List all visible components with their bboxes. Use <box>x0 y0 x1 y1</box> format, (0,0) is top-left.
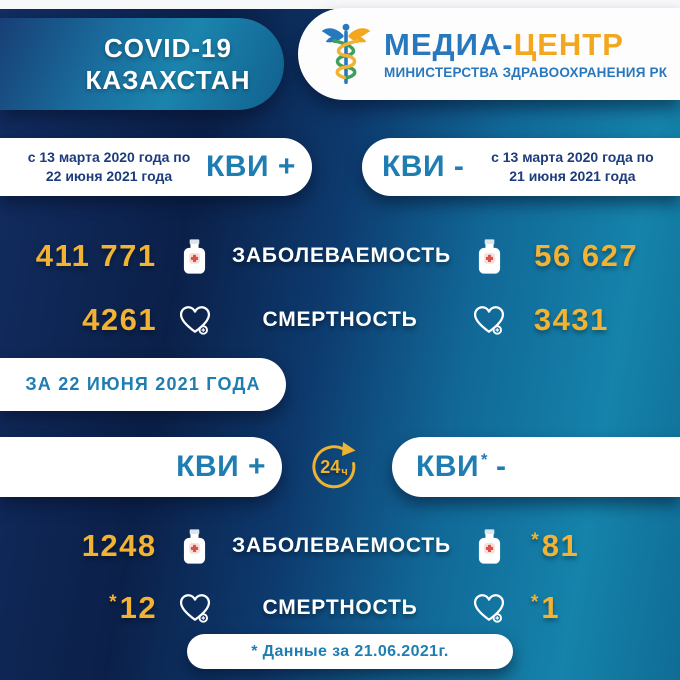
value-number: 411 771 <box>35 238 157 273</box>
medicine-bottle-icon <box>157 529 232 564</box>
daily-kvi-minus-cases-value: *81 <box>531 528 680 564</box>
24h-badge: 24 ч <box>309 442 359 492</box>
24h-number: 24 <box>320 456 341 477</box>
brand-subtitle: МИНИСТЕРСТВА ЗДРАВООХРАНЕНИЯ РК <box>384 64 668 80</box>
kvi-plus-period: с 13 марта 2020 года по 22 июня 2021 год… <box>16 148 202 186</box>
value-asterisk: * <box>531 530 539 552</box>
cumulative-kvi-plus-cases-value: 411 771 <box>0 238 157 274</box>
daily-kvi-minus-deaths-value: *1 <box>531 590 680 626</box>
kvi-plus-label: КВИ + <box>206 150 296 183</box>
stat-row-daily-deaths: *12 СМЕРТНОСТЬ *1 <box>0 582 680 634</box>
24h-label: 24 ч <box>309 442 359 492</box>
heart-stethoscope-icon <box>157 592 233 624</box>
cumulative-kvi-minus-deaths-value: 3431 <box>531 302 680 338</box>
value-number: 1 <box>541 590 561 625</box>
footnote-text: * Данные за 21.06.2021г. <box>251 642 449 660</box>
metric-label-deaths: СМЕРТНОСТЬ <box>262 308 418 331</box>
value-number: 4261 <box>82 302 158 337</box>
medicine-bottle-icon <box>448 529 531 564</box>
value-number: 56 627 <box>534 238 639 273</box>
cumulative-kvi-plus-deaths-value: 4261 <box>0 302 157 338</box>
metric-label-cases: ЗАБОЛЕВАЕМОСТЬ <box>232 534 451 557</box>
top-white-strip <box>0 0 680 9</box>
covid-country-badge: COVID-19 КАЗАХСТАН <box>0 18 284 110</box>
kvi-minus-sign: - <box>495 450 507 483</box>
stat-row-cumulative-cases: 411 771 ЗАБОЛЕВАЕМОСТЬ 56 627 <box>0 230 680 282</box>
period-line2: 21 июня 2021 года <box>509 168 636 184</box>
medicine-bottle-icon <box>448 239 531 274</box>
footnote-pill: * Данные за 21.06.2021г. <box>187 634 513 669</box>
brand-text: МЕДИА-ЦЕНТР МИНИСТЕРСТВА ЗДРАВООХРАНЕНИЯ… <box>384 29 667 80</box>
period-line2: 22 июня 2021 года <box>45 168 173 184</box>
daily-kvi-plus-pill: КВИ + <box>0 437 282 497</box>
heart-stethoscope-icon <box>157 304 233 336</box>
media-center-banner: МЕДИА-ЦЕНТР МИНИСТЕРСТВА ЗДРАВООХРАНЕНИЯ… <box>298 8 680 100</box>
24h-unit: ч <box>341 465 348 478</box>
brand-title: МЕДИА-ЦЕНТР <box>384 29 667 60</box>
daily-kvi-plus-cases-value: 1248 <box>0 528 157 564</box>
covid-title: COVID-19 <box>104 32 232 63</box>
metric-label-cases: ЗАБОЛЕВАЕМОСТЬ <box>232 244 451 267</box>
daily-date-pill: ЗА 22 ИЮНЯ 2021 ГОДА <box>0 358 286 411</box>
value-asterisk: * <box>530 592 539 614</box>
daily-kvi-plus-label: КВИ + <box>176 450 266 483</box>
period-line1: с 13 марта 2020 года по <box>27 149 191 166</box>
medicine-bottle-icon <box>157 239 232 274</box>
kvi-minus-label: КВИ - <box>382 150 465 183</box>
cumulative-kvi-minus-cases-value: 56 627 <box>531 238 680 274</box>
value-asterisk: * <box>109 592 117 614</box>
value-number: 3431 <box>533 302 609 337</box>
kvi-base: КВИ <box>416 450 480 483</box>
daily-date-label: ЗА 22 ИЮНЯ 2021 ГОДА <box>25 374 261 394</box>
daily-kvi-plus-deaths-value: *12 <box>0 590 157 626</box>
background-gradient <box>0 9 680 680</box>
stat-row-cumulative-deaths: 4261 СМЕРТНОСТЬ 3431 <box>0 294 680 346</box>
kvi-asterisk: * <box>481 451 488 470</box>
country-title: КАЗАХСТАН <box>85 65 251 95</box>
caduceus-icon <box>320 19 372 89</box>
heart-stethoscope-icon <box>447 304 531 336</box>
kvi-plus-period-pill: с 13 марта 2020 года по 22 июня 2021 год… <box>0 138 312 196</box>
kvi-minus-period: с 13 марта 2020 года по 21 июня 2021 год… <box>470 148 674 186</box>
value-number: 1248 <box>81 528 157 563</box>
value-number: 12 <box>119 590 158 625</box>
value-number: 81 <box>541 528 580 563</box>
stat-row-daily-cases: 1248 ЗАБОЛЕВАЕМОСТЬ *81 <box>0 520 680 572</box>
brand-title-center: ЦЕНТР <box>513 26 624 62</box>
period-line1: с 13 марта 2020 года по <box>491 149 654 166</box>
brand-title-media: МЕДИА- <box>384 26 514 62</box>
daily-kvi-minus-pill: КВИ * - <box>392 437 680 497</box>
heart-stethoscope-icon <box>447 592 531 624</box>
daily-kvi-minus-label: КВИ * - <box>416 450 506 484</box>
metric-label-deaths: СМЕРТНОСТЬ <box>262 596 418 619</box>
kvi-minus-period-pill: КВИ - с 13 марта 2020 года по 21 июня 20… <box>362 138 680 196</box>
